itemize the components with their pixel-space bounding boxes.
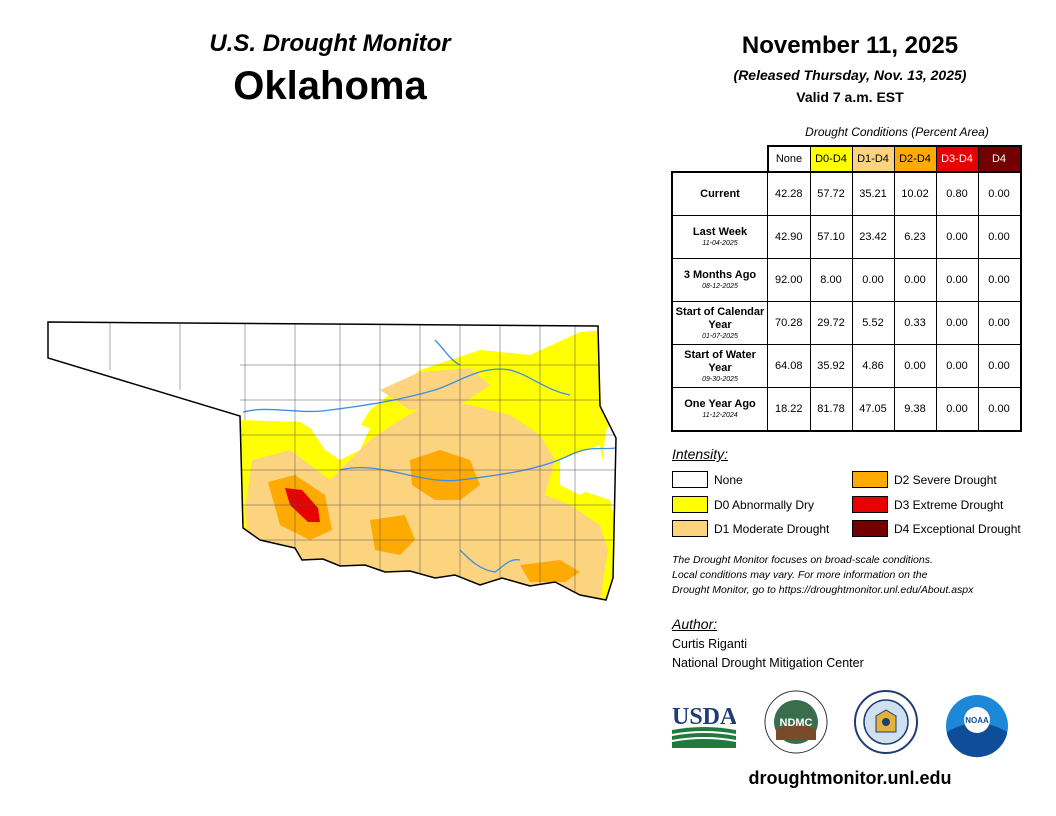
- legend-item-none: None: [672, 471, 743, 488]
- table-cell: 35.21: [851, 171, 895, 216]
- legend-swatch: [672, 496, 708, 513]
- noaa-logo: NOAA: [946, 695, 1008, 758]
- table-cell: 0.80: [935, 171, 979, 216]
- table-cell: 0.00: [977, 171, 1022, 216]
- table-cell: 5.52: [851, 301, 895, 345]
- d2-se: [520, 560, 580, 582]
- column-header: D1-D4: [851, 145, 895, 173]
- table-cell: 0.00: [977, 387, 1022, 432]
- table-cell: 18.22: [767, 387, 811, 432]
- legend-item-d1: D1 Moderate Drought: [672, 520, 829, 537]
- svg-text:USDA: USDA: [672, 704, 736, 730]
- d2-south: [370, 515, 415, 555]
- usda-logo: USDA: [672, 704, 736, 748]
- table-cell: 6.23: [893, 215, 937, 259]
- table-cell: 10.02: [893, 171, 937, 216]
- table-row: Current 42.28 57.72 35.21 10.02 0.80 0.00: [671, 171, 1022, 216]
- table-cell: 70.28: [767, 301, 811, 345]
- column-header: None: [766, 145, 811, 173]
- table-cell: 0.00: [977, 258, 1022, 302]
- table-cell: 4.86: [851, 344, 895, 388]
- ndmc-logo: NDMC: [764, 690, 828, 754]
- table-cell: 0.00: [935, 301, 979, 345]
- row-label: One Year Ago 11-12-2024: [671, 387, 768, 432]
- state-title: Oklahoma: [233, 64, 427, 108]
- legend-item-d3: D3 Extreme Drought: [852, 496, 1003, 513]
- table-cell: 35.92: [809, 344, 853, 388]
- release-date: (Released Thursday, Nov. 13, 2025): [733, 67, 967, 83]
- legend-swatch: [852, 496, 888, 513]
- table-cell: 0.00: [977, 215, 1022, 259]
- table-cell: 0.00: [851, 258, 895, 302]
- table-corner: [672, 146, 768, 172]
- table-row: Start of Water Year 09-30-2025 64.08 35.92 4…: [671, 344, 1022, 388]
- author-name: Curtis Riganti: [672, 637, 748, 651]
- product-title: U.S. Drought Monitor: [209, 30, 451, 57]
- table-row: One Year Ago 11-12-2024 18.22 81.78 47.05 9.3…: [671, 387, 1022, 432]
- table-cell: 42.28: [767, 171, 811, 216]
- author-title: Author:: [672, 616, 718, 632]
- table-cell: 42.90: [767, 215, 811, 259]
- table-cell: 8.00: [809, 258, 853, 302]
- legend-swatch: [672, 471, 708, 488]
- table-cell: 0.00: [935, 215, 979, 259]
- author-org: National Drought Mitigation Center: [672, 656, 864, 670]
- table-caption: Drought Conditions (Percent Area): [805, 125, 989, 139]
- d2-central: [410, 450, 480, 500]
- legend-title: Intensity:: [672, 446, 729, 462]
- legend-swatch: [852, 520, 888, 537]
- table-cell: 92.00: [767, 258, 811, 302]
- map-date: November 11, 2025: [741, 32, 959, 59]
- table-cell: 29.72: [809, 301, 853, 345]
- svg-text:NDMC: NDMC: [780, 717, 813, 729]
- legend-item-d4: D4 Exceptional Drought: [852, 520, 1021, 537]
- table-cell: 47.05: [851, 387, 895, 432]
- table-row: Start of Calendar Year 01-07-2025 70.28 29.…: [671, 301, 1022, 345]
- table-cell: 57.10: [809, 215, 853, 259]
- table-row: 3 Months Ago 08-12-2025 92.00 8.00 0.00 0.00 0…: [671, 258, 1022, 302]
- svg-text:NOAA: NOAA: [965, 716, 989, 725]
- column-header: D0-D4: [809, 145, 853, 173]
- row-label: Last Week 11-04-2025: [671, 215, 768, 259]
- oklahoma-drought-map: [47, 321, 617, 601]
- state-outline: [47, 321, 617, 601]
- table-cell: 0.00: [977, 301, 1022, 345]
- legend-swatch: [672, 520, 708, 537]
- column-header: D4: [977, 145, 1022, 173]
- valid-time: Valid 7 a.m. EST: [796, 89, 904, 105]
- disclaimer-note: The Drought Monitor focuses on broad-sca…: [672, 554, 974, 596]
- legend-swatch: [852, 471, 888, 488]
- website-url[interactable]: droughtmonitor.unl.edu: [748, 768, 952, 788]
- legend-item-d0: D0 Abnormally Dry: [672, 496, 814, 513]
- row-label: 3 Months Ago 08-12-2025: [671, 258, 768, 302]
- table-cell: 57.72: [809, 171, 853, 216]
- column-header: D3-D4: [935, 145, 979, 173]
- column-header: D2-D4: [893, 145, 937, 173]
- none-pocket: [305, 418, 370, 460]
- table-cell: 0.33: [893, 301, 937, 345]
- d1-area: [245, 400, 608, 600]
- table-row: Last Week 11-04-2025 42.90 57.10 23.42 6.23 0.…: [671, 215, 1022, 259]
- table-cell: 23.42: [851, 215, 895, 259]
- row-label: Current: [671, 171, 768, 216]
- table-cell: 0.00: [935, 387, 979, 432]
- table-cell: 9.38: [893, 387, 937, 432]
- table-cell: 0.00: [893, 258, 937, 302]
- row-label: Start of Calendar Year 01-07-2025: [671, 301, 768, 345]
- drought-conditions-table: None D0-D4 D1-D4 D2-D4 D3-D4 D4 Current 42.28 57…: [671, 145, 1022, 432]
- county-lines: [109, 322, 615, 600]
- table-cell: 81.78: [809, 387, 853, 432]
- table-cell: 0.00: [935, 344, 979, 388]
- table-cell: 0.00: [935, 258, 979, 302]
- rivers: [242, 339, 616, 573]
- row-label: Start of Water Year 09-30-2025: [671, 344, 768, 388]
- doc-seal-logo: [854, 690, 918, 754]
- table-cell: 64.08: [767, 344, 811, 388]
- table-cell: 0.00: [893, 344, 937, 388]
- legend-item-d2: D2 Severe Drought: [852, 471, 997, 488]
- table-cell: 0.00: [977, 344, 1022, 388]
